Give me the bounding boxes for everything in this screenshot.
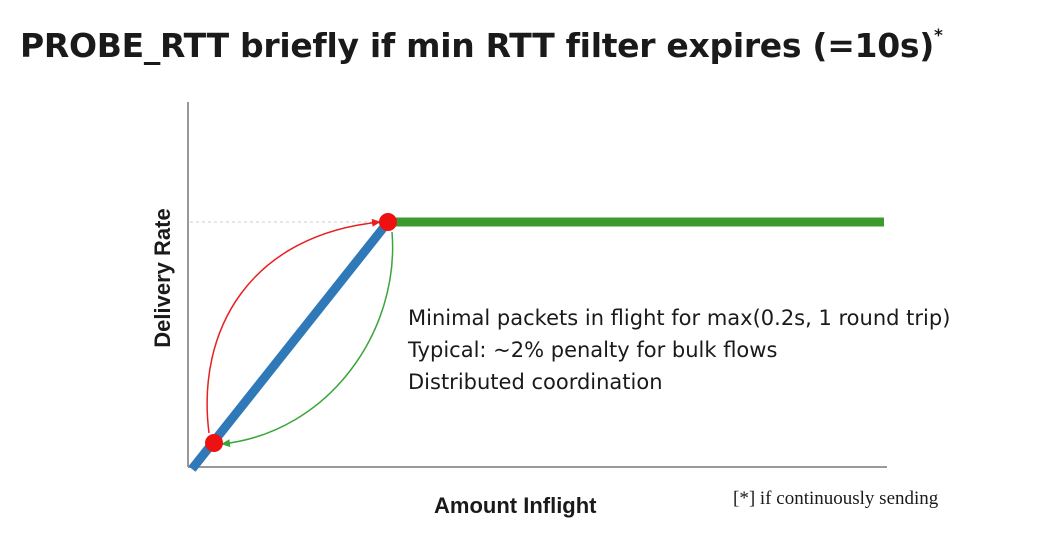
rising-segment — [188, 219, 392, 472]
operating-point — [379, 213, 397, 231]
footnote: [*] if continuously sending — [733, 488, 939, 509]
probe-up-arrow — [206, 218, 381, 434]
title-footnote-marker: * — [934, 26, 943, 46]
note-line: Distributed coordination — [408, 370, 663, 394]
note-line: Typical: ~2% penalty for bulk flows — [408, 338, 778, 362]
slide-title: PROBE_RTT briefly if min RTT filter expi… — [20, 26, 943, 65]
x-axis-label: Amount Inflight — [434, 493, 597, 518]
probe-rtt-point — [205, 434, 223, 452]
note-line: Minimal packets in flight for max(0.2s, … — [408, 306, 951, 330]
probe-down-arrow — [221, 231, 394, 448]
title-text: PROBE_RTT briefly if min RTT filter expi… — [20, 26, 934, 65]
y-axis-label: Delivery Rate — [150, 208, 175, 348]
notes-block: Minimal packets in flight for max(0.2s, … — [408, 302, 950, 398]
